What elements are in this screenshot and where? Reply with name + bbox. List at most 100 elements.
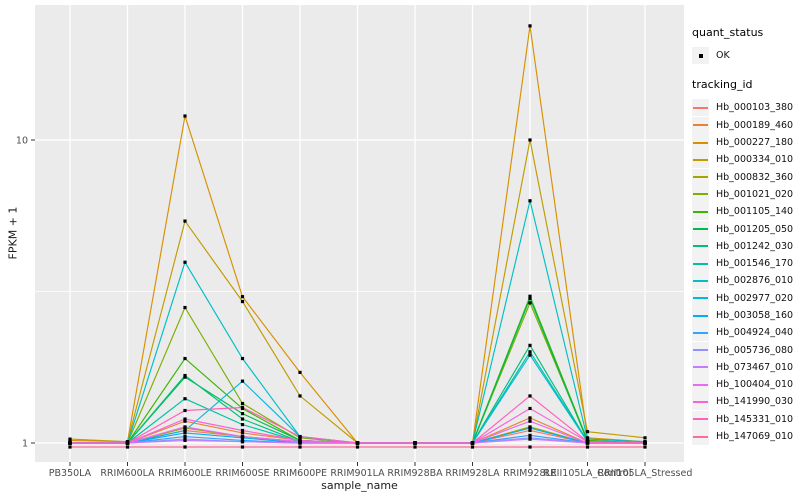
svg-text:RRIM928BA: RRIM928BA	[387, 468, 443, 479]
legend-item-label: Hb_001546_170	[716, 258, 794, 270]
legend-item-label: Hb_000334_010	[716, 154, 794, 166]
series-line-icon	[693, 124, 708, 127]
series-line-icon	[693, 106, 708, 109]
legend-item-label: Hb_000227_180	[716, 137, 794, 149]
svg-text:RRIM600SE: RRIM600SE	[215, 468, 269, 479]
series-line-icon	[693, 435, 708, 438]
legend-key-box	[692, 168, 709, 186]
svg-text:RRII105LA_Control: RRII105LA_Control	[543, 468, 631, 479]
legend-item-ok: OK	[692, 47, 793, 65]
series-line-icon	[693, 245, 708, 248]
series-line-icon	[693, 279, 708, 282]
legend-item-label: Hb_145331_010	[716, 413, 794, 425]
legend-key-box	[692, 185, 709, 203]
series-line-icon	[693, 418, 708, 421]
legend-item-label: Hb_147069_010	[716, 431, 794, 443]
legend-item-label: Hb_001242_030	[716, 240, 794, 252]
legend-key-box	[692, 307, 709, 324]
legend-item: Hb_001205_050	[692, 220, 794, 238]
svg-text:10: 10	[16, 136, 28, 147]
legend-key-box	[692, 341, 709, 359]
legend-key-box	[692, 393, 709, 411]
svg-text:RRII105LA_Stressed: RRII105LA_Stressed	[598, 468, 693, 479]
svg-text:RRIM600LE: RRIM600LE	[158, 468, 212, 479]
legend-key-box	[692, 116, 709, 134]
series-line-icon	[693, 314, 708, 317]
legend-item: Hb_001546_170	[692, 255, 794, 273]
legend-key-box	[692, 410, 709, 428]
series-line-icon	[693, 331, 708, 334]
series-line-icon	[693, 297, 708, 300]
legend-item-label: OK	[716, 50, 730, 62]
legend-key-box	[692, 272, 709, 290]
legend-item: Hb_000832_360	[692, 168, 794, 186]
legend-key-box	[692, 134, 709, 152]
legend-item: Hb_145331_010	[692, 410, 794, 428]
legend-key-box	[692, 151, 709, 169]
legend-item: Hb_147069_010	[692, 428, 794, 446]
legend-key-box	[692, 47, 709, 65]
legend-key-box	[692, 358, 709, 376]
legend-item-label: Hb_004924_040	[716, 327, 794, 339]
legend-item: Hb_000189_460	[692, 116, 794, 134]
legend-title-tracking-id: tracking_id	[692, 78, 753, 92]
legend-key-box	[692, 376, 709, 394]
svg-text:RRIM600PE: RRIM600PE	[273, 468, 327, 479]
series-line-icon	[693, 366, 708, 369]
legend-item: Hb_005736_080	[692, 341, 794, 359]
legend-key-box	[692, 220, 709, 238]
legend-key-box	[692, 324, 709, 342]
series-line-icon	[693, 383, 708, 386]
legend-item: Hb_004924_040	[692, 324, 794, 342]
legend-key-box	[692, 289, 709, 307]
series-line-icon	[693, 210, 708, 213]
legend-item-label: Hb_000189_460	[716, 119, 794, 131]
legend-item: Hb_100404_010	[692, 376, 794, 394]
y-axis-title: FPKM + 1	[6, 206, 20, 260]
svg-text:RRIM928LA: RRIM928LA	[445, 468, 500, 479]
x-axis-title: sample_name	[321, 479, 398, 492]
legend-key-box	[692, 255, 709, 273]
series-line-icon	[693, 141, 708, 144]
legend-item: Hb_000227_180	[692, 134, 794, 152]
legend-item-label: Hb_001021_020	[716, 188, 794, 200]
series-line-icon	[693, 349, 708, 352]
series-line-icon	[693, 193, 708, 196]
legend-item-label: Hb_003058_160	[716, 310, 794, 321]
legend-item: Hb_001242_030	[692, 237, 794, 255]
legend-item-label: Hb_005736_080	[716, 344, 794, 356]
svg-text:1: 1	[22, 439, 28, 450]
svg-text:PB350LA: PB350LA	[49, 468, 92, 479]
svg-text:RRIM901LA: RRIM901LA	[330, 468, 385, 479]
legend-item: Hb_000103_380	[692, 99, 794, 117]
series-line-icon	[693, 262, 708, 265]
black-square-point-icon	[698, 53, 703, 58]
legend-item-label: Hb_100404_010	[716, 379, 794, 391]
legend-item-label: Hb_073467_010	[716, 361, 794, 373]
legend-item-label: Hb_001105_140	[716, 206, 794, 218]
series-line-icon	[693, 176, 708, 179]
legend-key-box	[692, 428, 709, 446]
legend-item: Hb_073467_010	[692, 358, 794, 376]
legend-item-label: Hb_000832_360	[716, 171, 794, 183]
legend-item: Hb_001105_140	[692, 203, 794, 221]
series-line-icon	[693, 228, 708, 231]
legend-tracking-items: Hb_000103_380 Hb_000189_460 Hb_000227_180 H…	[692, 99, 794, 446]
legend-item: Hb_141990_030	[692, 393, 794, 411]
legend-item-label: Hb_001205_050	[716, 223, 794, 235]
legend-item-label: Hb_141990_030	[716, 396, 794, 408]
legend-key-box	[692, 99, 709, 117]
svg-text:RRIM600LA: RRIM600LA	[100, 468, 155, 479]
series-line-icon	[693, 158, 708, 161]
legend-item: Hb_002876_010	[692, 272, 793, 290]
svg-text:RRIM928LE: RRIM928LE	[503, 468, 557, 479]
legend-key-box	[692, 203, 709, 221]
legend-item: Hb_002977_020	[692, 289, 794, 307]
legend-item: Hb_000334_010	[692, 151, 794, 169]
legend-item-label: Hb_002977_020	[716, 292, 794, 304]
legend-item: Hb_003058_160	[692, 307, 793, 324]
legend-item-label: Hb_000103_380	[716, 102, 794, 114]
legend-item: Hb_001021_020	[692, 185, 794, 203]
